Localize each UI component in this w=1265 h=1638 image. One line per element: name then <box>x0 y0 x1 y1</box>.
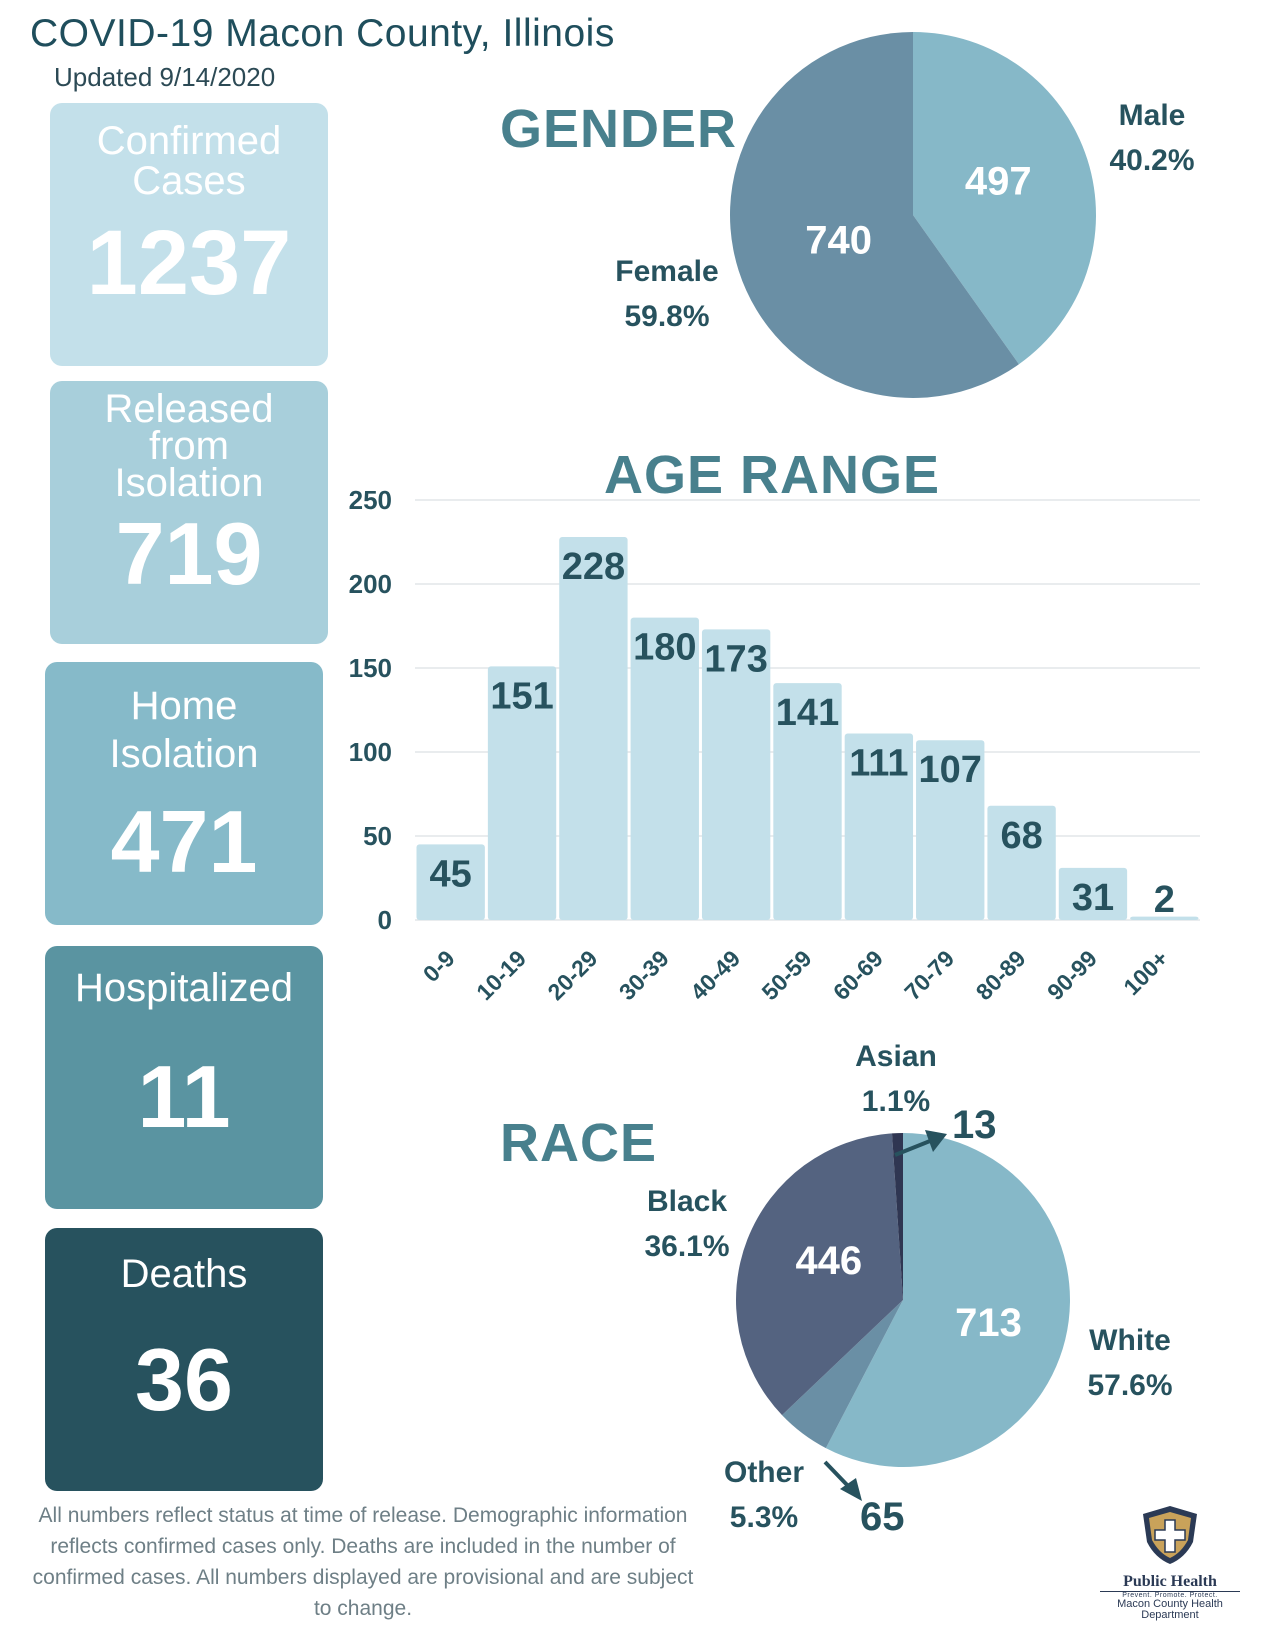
y-tick-label: 250 <box>349 485 392 515</box>
bar-60-69 <box>844 733 914 920</box>
gender-heading: GENDER <box>500 99 738 159</box>
y-tick-label: 50 <box>363 821 392 851</box>
stat-home-isolation: Home Isolation 471 <box>45 662 323 925</box>
stat-label: Home Isolation <box>109 684 259 776</box>
slice-label: Female <box>615 255 718 288</box>
stat-label: Hospitalized <box>75 966 293 1010</box>
y-tick-label: 0 <box>378 905 392 935</box>
bar-value-label: 180 <box>633 627 696 669</box>
x-tick-label: 90-99 <box>1042 945 1102 1005</box>
age-range-heading: AGE RANGE <box>604 445 941 505</box>
bar-90-99 <box>1058 867 1128 920</box>
bar-value-label: 45 <box>430 853 472 895</box>
slice-label: Asian <box>855 1040 937 1073</box>
stat-value: 719 <box>115 504 263 603</box>
logo-tagline: Prevent. Promote. Protect. <box>1100 1591 1240 1599</box>
bar-100+ <box>1130 916 1199 920</box>
bar-20-29 <box>559 536 628 920</box>
pie-slice-female <box>729 32 1019 398</box>
slice-label: Male <box>1119 99 1186 132</box>
bar-value-label: 68 <box>1000 815 1042 857</box>
x-tick-label: 10-19 <box>471 945 531 1005</box>
bar-40-49 <box>701 629 771 920</box>
x-tick-label: 80-89 <box>971 945 1031 1005</box>
slice-label: Black <box>647 1185 727 1218</box>
x-tick-label: 70-79 <box>899 945 959 1005</box>
updated-date: Updated 9/14/2020 <box>54 62 276 92</box>
bar-value-label: 107 <box>919 749 982 791</box>
bar-value-label: 151 <box>490 675 553 717</box>
slice-value: 65 <box>860 1495 905 1539</box>
asian-leader-line <box>894 1139 931 1157</box>
x-tick-label: 100+ <box>1118 945 1173 1000</box>
other-arrow-head <box>840 1478 862 1501</box>
y-tick-label: 100 <box>349 737 392 767</box>
slice-label: White <box>1089 1324 1171 1357</box>
x-tick-label: 0-9 <box>418 945 460 987</box>
bar-30-39 <box>630 617 699 920</box>
stat-value: 11 <box>137 1047 231 1146</box>
slice-value: 13 <box>952 1103 997 1147</box>
bar-50-59 <box>773 683 842 920</box>
slice-label: Other <box>724 1456 804 1489</box>
bar-70-79 <box>916 740 985 920</box>
bar-value-label: 111 <box>849 743 908 785</box>
slice-percent: 1.1% <box>862 1085 930 1118</box>
slice-percent: 36.1% <box>644 1230 729 1263</box>
pie-slice-asian <box>891 1133 903 1300</box>
stat-released: Released from Isolation 719 <box>50 381 328 644</box>
logo-dept: Macon County Health Department <box>1117 1598 1223 1621</box>
slice-percent: 57.6% <box>1087 1369 1172 1402</box>
y-tick-label: 150 <box>349 653 392 683</box>
stat-value: 471 <box>110 792 258 891</box>
x-tick-label: 50-59 <box>757 945 817 1005</box>
page-title: COVID-19 Macon County, Illinois <box>30 12 615 55</box>
bar-value-label: 228 <box>562 546 625 588</box>
x-tick-label: 30-39 <box>614 945 674 1005</box>
y-tick-label: 200 <box>349 569 392 599</box>
stat-value: 1237 <box>86 212 292 314</box>
footnote: All numbers reflect status at time of re… <box>32 1504 694 1620</box>
slice-percent: 5.3% <box>730 1501 798 1534</box>
slice-percent: 40.2% <box>1109 144 1194 177</box>
bar-80-89 <box>987 805 1056 920</box>
asian-arrow-head <box>925 1130 947 1152</box>
bar-value-label: 173 <box>704 638 767 680</box>
race-heading: RACE <box>500 1113 658 1173</box>
pie-slice-black <box>736 1133 903 1416</box>
stat-label: Deaths <box>120 1252 248 1296</box>
stat-confirmed-cases: Confirmed Cases 1237 <box>50 103 328 366</box>
stat-deaths: Deaths 36 <box>45 1228 323 1491</box>
pie-slice-white <box>825 1133 1070 1467</box>
pie-slice-other <box>782 1300 903 1449</box>
bar-0-9 <box>416 844 485 920</box>
bar-10-19 <box>487 666 557 920</box>
other-leader-line <box>823 1460 852 1490</box>
slice-value: 446 <box>795 1239 862 1283</box>
slice-value: 497 <box>965 160 1032 204</box>
stat-label: Released from Isolation <box>104 387 274 505</box>
pie-slice-male <box>913 32 1096 365</box>
bar-value-label: 31 <box>1072 877 1114 919</box>
shield-icon <box>1143 1506 1197 1564</box>
x-tick-label: 20-29 <box>542 945 602 1005</box>
x-tick-label: 60-69 <box>828 945 888 1005</box>
slice-value: 713 <box>955 1301 1022 1345</box>
x-tick-label: 40-49 <box>685 945 745 1005</box>
stat-hospitalized: Hospitalized 11 <box>45 946 323 1209</box>
stat-value: 36 <box>135 1330 233 1429</box>
slice-percent: 59.8% <box>624 300 709 333</box>
slice-value: 740 <box>805 219 872 263</box>
logo-name: Public Health <box>1123 1573 1217 1590</box>
public-health-logo: Public Health Prevent. Promote. Protect.… <box>1100 1502 1240 1632</box>
bar-value-label: 141 <box>776 692 839 734</box>
bar-value-label: 2 <box>1154 879 1175 921</box>
stat-label: Confirmed Cases <box>96 119 282 203</box>
